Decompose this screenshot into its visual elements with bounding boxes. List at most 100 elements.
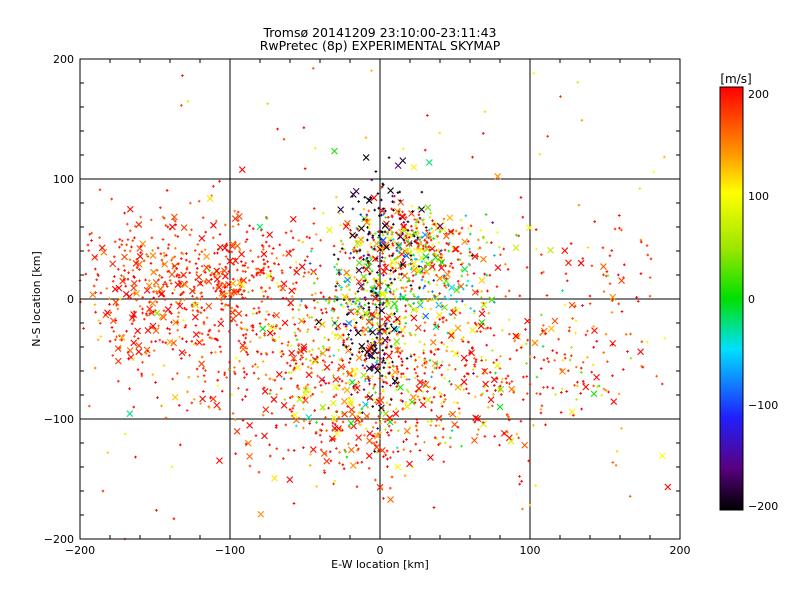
data-point-plus	[418, 302, 422, 306]
data-point-plus	[482, 235, 485, 239]
data-point-cross	[213, 267, 221, 275]
data-point-plus	[506, 268, 510, 271]
data-point-plus	[388, 366, 392, 369]
data-point-plus	[424, 366, 427, 369]
data-point-plus	[597, 384, 601, 388]
data-point-plus	[381, 252, 385, 255]
data-point-plus	[539, 313, 543, 317]
data-point-plus	[451, 266, 455, 270]
data-point-plus	[198, 253, 201, 256]
data-point-plus	[133, 236, 136, 240]
data-point-cross	[219, 292, 227, 300]
data-point-cross	[115, 284, 123, 292]
data-point-plus	[127, 271, 130, 274]
data-point-plus	[170, 312, 173, 315]
data-point-plus	[244, 442, 248, 446]
data-point-plus	[261, 290, 265, 294]
data-point-plus	[94, 310, 97, 314]
data-point-plus	[411, 274, 415, 277]
data-point-plus	[377, 230, 381, 233]
data-point-plus	[406, 229, 410, 232]
data-point-plus	[330, 331, 334, 335]
data-point-plus	[437, 443, 440, 446]
data-point-cross	[382, 241, 390, 249]
data-point-plus	[368, 397, 372, 401]
data-point-plus	[330, 316, 334, 320]
data-point-plus	[433, 296, 437, 300]
data-point-plus	[376, 356, 379, 360]
data-point-plus	[564, 272, 568, 276]
data-point-plus	[365, 357, 368, 361]
data-point-plus	[506, 430, 509, 434]
data-point-plus	[308, 236, 311, 240]
data-point-plus	[361, 364, 365, 367]
data-point-plus	[291, 406, 295, 410]
data-point-plus	[394, 269, 397, 273]
data-point-plus	[291, 282, 295, 286]
data-point-plus	[389, 237, 392, 240]
data-point-plus	[120, 338, 124, 342]
data-point-cross	[540, 327, 548, 335]
data-point-plus	[517, 334, 520, 338]
data-point-plus	[423, 321, 427, 324]
data-point-plus	[304, 385, 308, 388]
data-point-plus	[417, 265, 421, 268]
data-point-plus	[170, 465, 174, 468]
data-point-plus	[389, 456, 392, 460]
data-point-plus	[388, 254, 391, 258]
data-point-cross	[337, 333, 344, 340]
data-point-plus	[507, 418, 511, 422]
data-point-plus	[101, 489, 105, 493]
data-point-plus	[333, 437, 337, 441]
data-point-plus	[404, 309, 408, 313]
data-point-plus	[639, 240, 643, 244]
data-point-plus	[566, 279, 569, 283]
data-point-plus	[179, 299, 182, 303]
data-point-plus	[541, 345, 545, 348]
data-point-plus	[161, 340, 165, 344]
data-point-plus	[641, 365, 645, 369]
data-point-plus	[284, 371, 288, 375]
data-point-cross	[192, 331, 200, 338]
data-point-plus	[160, 258, 164, 262]
data-point-plus	[367, 379, 371, 383]
data-point-plus	[391, 313, 395, 317]
data-point-plus	[422, 218, 425, 221]
data-point-plus	[251, 324, 255, 327]
data-point-plus	[412, 265, 416, 268]
data-point-plus	[321, 368, 325, 372]
data-point-plus	[373, 284, 376, 288]
data-point-plus	[286, 343, 290, 347]
data-point-plus	[483, 385, 486, 389]
data-point-plus	[245, 347, 249, 350]
data-point-plus	[252, 275, 255, 279]
data-point-plus	[524, 328, 527, 331]
data-point-plus	[216, 384, 220, 388]
data-point-plus	[592, 345, 595, 349]
data-point-cross	[451, 421, 459, 428]
data-point-plus	[610, 249, 614, 252]
data-point-plus	[620, 427, 623, 430]
data-point-plus	[404, 304, 407, 308]
data-point-plus	[182, 318, 185, 322]
data-point-plus	[339, 288, 343, 292]
data-point-cross	[221, 281, 229, 289]
data-point-plus	[396, 191, 400, 194]
data-point-plus	[374, 303, 377, 306]
data-point-plus	[217, 370, 220, 374]
data-point-cross	[452, 350, 460, 358]
data-point-plus	[376, 236, 380, 239]
data-point-plus	[432, 506, 436, 509]
data-point-plus	[373, 450, 376, 453]
data-point-plus	[444, 286, 448, 289]
data-point-plus	[212, 236, 215, 240]
data-point-plus	[419, 242, 423, 246]
data-point-cross	[422, 312, 430, 320]
data-point-plus	[367, 301, 370, 305]
data-point-cross	[531, 339, 539, 347]
data-point-cross	[109, 260, 117, 268]
data-point-plus	[181, 252, 185, 256]
data-point-plus	[306, 255, 309, 258]
data-point-plus	[302, 401, 305, 404]
data-point-plus	[359, 213, 363, 216]
